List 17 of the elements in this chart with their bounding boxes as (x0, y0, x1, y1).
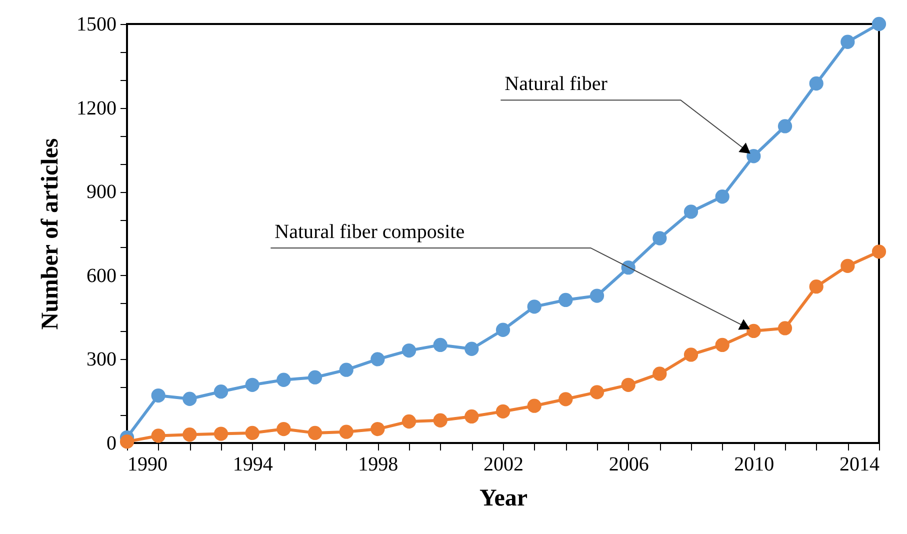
y-tick-label: 1500 (76, 14, 116, 36)
x-tick-label: 1998 (358, 454, 398, 476)
y-tick-label: 1200 (76, 97, 116, 120)
x-tick-label: 1994 (232, 454, 273, 476)
y-axis-title: Number of articles (38, 138, 64, 330)
y-tick-label: 0 (106, 432, 116, 454)
y-tick-label: 600 (86, 264, 116, 287)
x-axis-title: Year (480, 486, 528, 512)
y-tick-label: 300 (86, 348, 116, 371)
x-tick-label: 2006 (608, 454, 649, 476)
y-tick-label: 900 (86, 181, 116, 204)
annotation: Natural fiber (504, 73, 608, 96)
x-tick-label: 2010 (734, 454, 774, 476)
x-tick-label: 2014 (840, 454, 880, 476)
annotation: Natural fiber composite (274, 220, 465, 243)
x-tick-label: 1990 (128, 454, 168, 476)
x-tick-label: 2002 (484, 454, 524, 476)
